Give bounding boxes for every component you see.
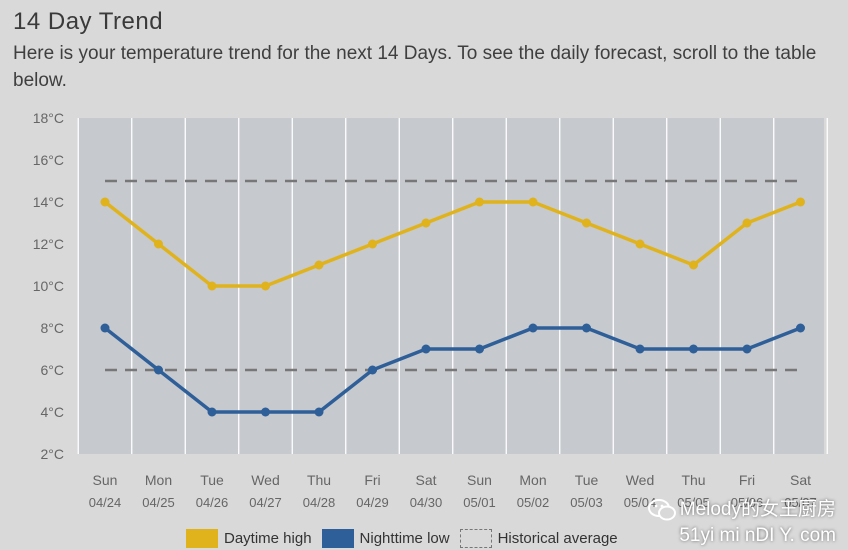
- chart-legend: Daytime high Nighttime low Historical av…: [186, 527, 628, 549]
- series-lines: [100, 197, 805, 417]
- nighttime-low-point[interactable]: [742, 344, 752, 354]
- daytime-high-point[interactable]: [796, 197, 805, 207]
- daytime-high-point[interactable]: [475, 197, 484, 207]
- y-axis-ticks: 2°C 4°C 6°C 8°C 10°C 12°C 14°C 16°C 18°C: [33, 110, 64, 462]
- nighttime-low-point[interactable]: [368, 365, 377, 375]
- x-tick-day: Fri: [739, 472, 755, 488]
- x-tick-date: 04/24: [89, 495, 122, 510]
- wechat-icon: [647, 498, 676, 521]
- x-tick-day: Wed: [251, 472, 280, 488]
- y-tick-label: 6°C: [41, 362, 65, 378]
- x-tick-date: 05/03: [570, 495, 603, 510]
- x-tick-day: Thu: [307, 472, 331, 488]
- x-tick-date: 04/28: [303, 495, 336, 510]
- daytime-high-point[interactable]: [421, 218, 431, 228]
- x-tick-day: Thu: [681, 472, 705, 488]
- nighttime-low-point[interactable]: [796, 323, 805, 333]
- nighttime-low-line: [103, 326, 802, 414]
- legend-swatch-hist: [459, 528, 492, 548]
- daytime-high-point[interactable]: [368, 239, 377, 249]
- legend-item-high[interactable]: Daytime high: [186, 528, 312, 548]
- watermark-line1: Melody的女王厨房: [679, 499, 836, 520]
- nighttime-low-point[interactable]: [154, 365, 163, 375]
- y-tick-label: 8°C: [41, 320, 65, 336]
- y-tick-label: 2°C: [41, 446, 65, 462]
- historical-average-lines: [105, 179, 801, 372]
- daytime-high-point[interactable]: [635, 239, 645, 249]
- daytime-high-point[interactable]: [689, 260, 698, 270]
- x-tick-date: 04/27: [249, 495, 282, 510]
- legend-item-low[interactable]: Nighttime low: [321, 528, 450, 548]
- daytime-high-point[interactable]: [314, 260, 324, 270]
- x-tick-date: 05/07: [784, 495, 817, 510]
- watermark: Melody的女王厨房 51yi mi nDI Y. com: [647, 497, 836, 549]
- x-tick-date: 04/26: [196, 495, 229, 510]
- daytime-high-point[interactable]: [100, 197, 110, 207]
- x-tick-date: 05/02: [517, 495, 550, 510]
- x-tick-day: Mon: [519, 472, 546, 488]
- nighttime-low-point[interactable]: [528, 323, 538, 333]
- legend-label-low: Nighttime low: [359, 529, 450, 547]
- legend-label-hist: Historical average: [497, 529, 618, 547]
- x-axis-ticks: Sun 04/24 Mon 04/25 Tue 04/26 Wed 04/27 Thu 04/28…: [89, 472, 817, 510]
- daytime-high-point[interactable]: [154, 239, 163, 249]
- nighttime-low-point[interactable]: [635, 344, 645, 354]
- nighttime-low-point[interactable]: [421, 344, 431, 354]
- x-tick-date: 04/30: [410, 495, 443, 510]
- y-tick-label: 18°C: [33, 110, 64, 126]
- legend-swatch-high: [186, 528, 218, 548]
- nighttime-low-point[interactable]: [261, 407, 270, 417]
- x-tick-day: Fri: [364, 472, 380, 488]
- page-subtitle: Here is your temperature trend for the n…: [13, 43, 817, 91]
- y-tick-label: 10°C: [33, 278, 64, 294]
- x-tick-day: Sun: [467, 472, 492, 488]
- daytime-high-point[interactable]: [742, 218, 752, 228]
- nighttime-low-point[interactable]: [582, 323, 591, 333]
- grid-lines: [77, 118, 828, 454]
- daytime-high-point[interactable]: [261, 281, 270, 291]
- x-tick-date: 05/06: [731, 495, 764, 510]
- nighttime-low-point[interactable]: [475, 344, 484, 354]
- x-tick-date: 05/01: [463, 495, 496, 510]
- nighttime-low-point[interactable]: [207, 407, 217, 417]
- y-tick-label: 16°C: [33, 152, 64, 168]
- page-title: 14 Day Trend: [13, 8, 164, 35]
- x-tick-day: Tue: [575, 472, 599, 488]
- y-tick-label: 12°C: [33, 236, 64, 252]
- x-tick-day: Tue: [200, 472, 224, 488]
- x-tick-date: 05/05: [677, 495, 710, 510]
- nighttime-low-point[interactable]: [689, 344, 698, 354]
- daytime-high-point[interactable]: [207, 281, 217, 291]
- x-tick-date: 04/25: [142, 495, 175, 510]
- watermark-line2: 51yi mi nDI Y. com: [679, 525, 836, 546]
- legend-item-hist[interactable]: Historical average: [459, 528, 618, 548]
- daytime-high-line: [103, 200, 802, 288]
- x-tick-day: Wed: [626, 472, 655, 488]
- x-tick-day: Sun: [93, 472, 118, 488]
- nighttime-low-point[interactable]: [100, 323, 110, 333]
- daytime-high-point[interactable]: [528, 197, 538, 207]
- legend-label-high: Daytime high: [224, 529, 312, 547]
- legend-swatch-low: [321, 528, 354, 548]
- x-tick-day: Sat: [415, 472, 436, 488]
- x-tick-date: 04/29: [356, 495, 389, 510]
- plot-background: [78, 118, 824, 454]
- x-tick-day: Sat: [790, 472, 811, 488]
- daytime-high-point[interactable]: [582, 218, 591, 228]
- temperature-chart: 2°C 4°C 6°C 8°C 10°C 12°C 14°C 16°C 18°C Sun 04/2…: [33, 110, 828, 510]
- y-tick-label: 4°C: [41, 404, 65, 420]
- nighttime-low-point[interactable]: [314, 407, 324, 417]
- x-tick-day: Mon: [145, 472, 172, 488]
- y-tick-label: 14°C: [33, 194, 64, 210]
